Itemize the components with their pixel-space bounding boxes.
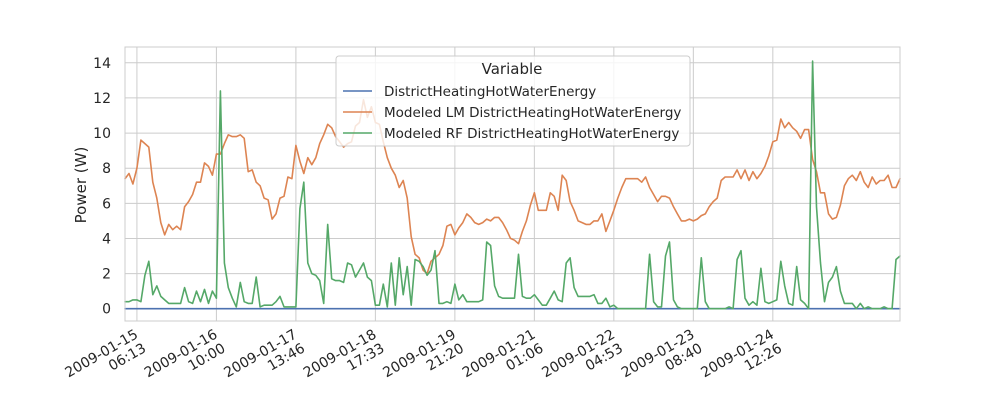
y-tick-label: 14: [93, 56, 111, 72]
y-tick-label: 0: [102, 302, 111, 318]
legend-item: Modeled LM DistrictHeatingHotWaterEnergy: [343, 105, 681, 121]
x-axis-ticks: 2009-01-1506:132009-01-1610:002009-01-17…: [62, 327, 785, 382]
plot-border: [124, 46, 901, 322]
series-line-2: [124, 98, 901, 275]
legend-title: Variable: [482, 60, 543, 78]
legend-item: DistrictHeatingHotWaterEnergy: [343, 84, 596, 100]
axes-frame: [124, 46, 901, 322]
series-lines: [124, 60, 901, 310]
legend-label: Modeled RF DistrictHeatingHotWaterEnergy: [384, 126, 679, 142]
y-tick-label: 4: [102, 231, 111, 247]
legend-items: DistrictHeatingHotWaterEnergy Modeled LM …: [343, 84, 681, 142]
series-line-3: [124, 60, 901, 310]
y-axis-label: Power (W): [72, 147, 90, 224]
legend-box: [335, 55, 691, 147]
legend-label: DistrictHeatingHotWaterEnergy: [384, 84, 596, 100]
legend-item: Modeled RF DistrictHeatingHotWaterEnergy: [343, 126, 679, 142]
y-tick-label: 12: [93, 91, 111, 107]
legend-label: Modeled LM DistrictHeatingHotWaterEnergy: [384, 105, 681, 121]
y-tick-label: 6: [102, 196, 111, 212]
legend: Variable DistrictHeatingHotWaterEnergy Mo…: [335, 55, 691, 147]
y-axis-ticks: 0 2 4 6 8 10 12 14: [93, 56, 111, 318]
y-tick-label: 2: [102, 267, 111, 283]
y-tick-label: 8: [102, 161, 111, 177]
y-tick-label: 10: [93, 126, 111, 142]
